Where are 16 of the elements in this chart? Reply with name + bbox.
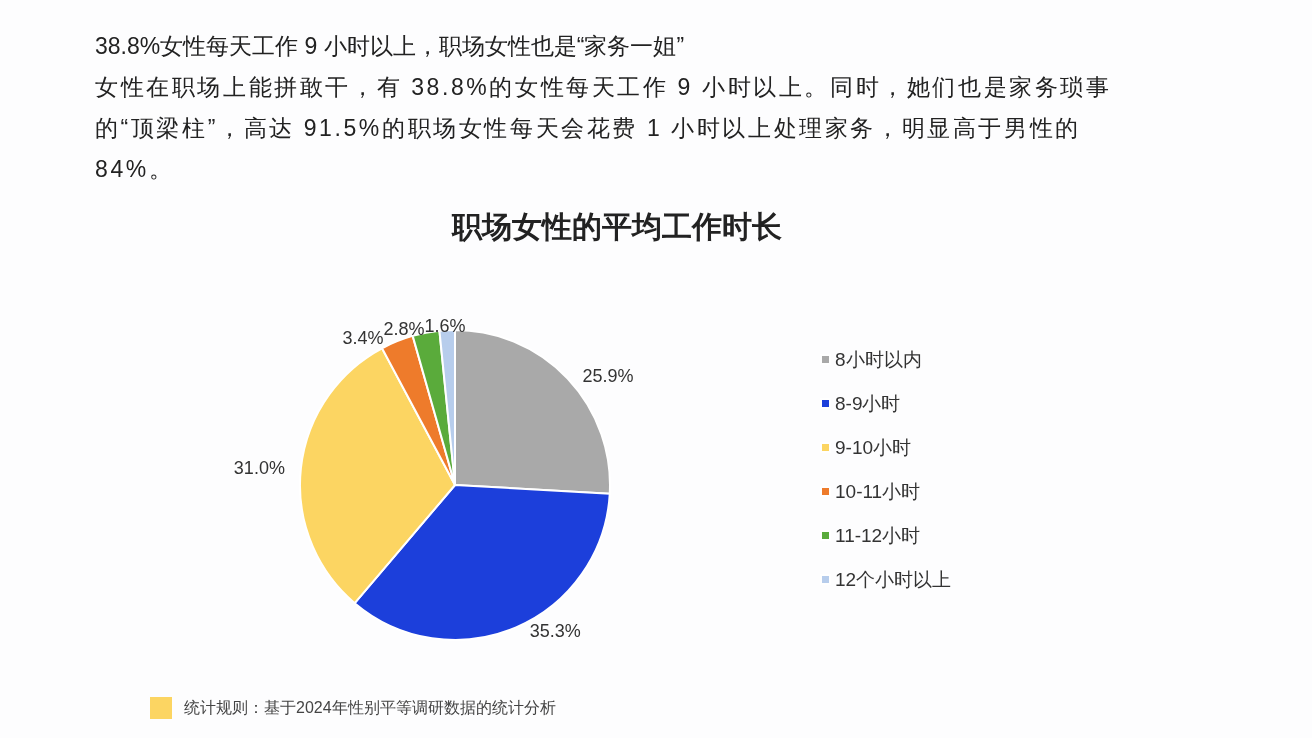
data-label: 35.3% bbox=[529, 621, 581, 642]
data-label: 31.0% bbox=[233, 458, 285, 479]
data-label: 2.8% bbox=[383, 318, 425, 339]
legend-label: 9-10小时 bbox=[835, 437, 912, 458]
legend-label: 8-9小时 bbox=[835, 393, 901, 414]
text: 女性在职场上能拼敢干，有 38.8%的女性每天工作 9 小时以上。同时，她们也是家务琐事的“顶梁柱”，高达 91.5%的职场女性每天会花费 1 小时以上处理家务，明显高于男性的84%。 bbox=[95, 73, 1113, 184]
legend-label: 11-12小时 bbox=[835, 525, 921, 546]
data-label: 25.9% bbox=[582, 365, 634, 386]
data-label: 1.6% bbox=[424, 316, 466, 337]
data-label: 3.4% bbox=[342, 327, 384, 348]
text: 统计规则：基于2024年性别平等调研数据的统计分析 bbox=[184, 698, 556, 718]
legend-label: 12个小时以上 bbox=[835, 569, 952, 590]
text: 38.8%女性每天工作 9 小时以上，职场女性也是“家务一姐” bbox=[95, 32, 686, 61]
legend-label: 8小时以内 bbox=[835, 349, 922, 370]
chart-title: 职场女性的平均工作时长 bbox=[451, 209, 782, 243]
legend-label: 10-11小时 bbox=[835, 481, 921, 502]
